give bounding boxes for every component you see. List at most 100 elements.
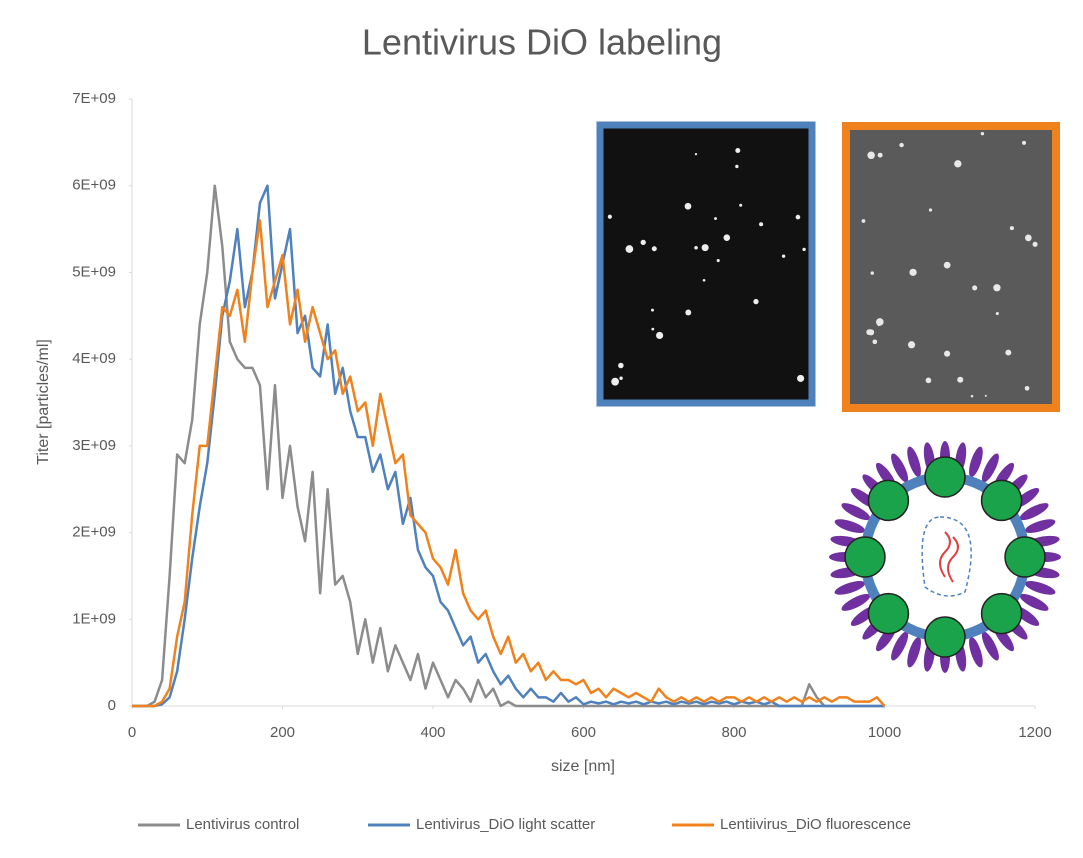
- particle: [735, 164, 739, 169]
- particle: [618, 362, 624, 369]
- x-tick-label: 600: [571, 724, 596, 741]
- lipid: [1024, 519, 1056, 533]
- particle: [1024, 234, 1032, 242]
- virus-diagram: [829, 441, 1061, 673]
- y-tick-label: 7E+09: [72, 90, 116, 107]
- particle: [607, 214, 612, 219]
- protein: [924, 616, 966, 658]
- protein: [980, 479, 1023, 522]
- particle: [972, 285, 978, 291]
- particle: [1022, 140, 1027, 145]
- particle: [870, 271, 874, 275]
- particle: [739, 203, 743, 207]
- particle: [944, 350, 951, 357]
- particle: [909, 268, 917, 276]
- lipid: [891, 453, 909, 483]
- particle: [694, 153, 698, 156]
- y-tick-label: 3E+09: [72, 437, 116, 454]
- lipid: [1019, 593, 1049, 611]
- particle: [795, 214, 801, 220]
- particle: [735, 148, 741, 154]
- lipid: [891, 631, 909, 661]
- particle: [802, 247, 806, 252]
- particle: [611, 377, 620, 386]
- lipid: [841, 503, 871, 521]
- y-tick-label: 1E+09: [72, 610, 116, 627]
- rna: [939, 531, 951, 578]
- particle: [1005, 349, 1012, 356]
- protein: [924, 456, 966, 498]
- x-tick-label: 200: [270, 724, 295, 741]
- lipid: [1019, 503, 1049, 521]
- particle: [619, 376, 623, 380]
- protein: [844, 536, 886, 578]
- particle: [877, 324, 880, 327]
- y-tick-label: 5E+09: [72, 263, 116, 280]
- micrograph-scatter: [596, 121, 816, 407]
- particle: [925, 377, 932, 384]
- particle: [694, 245, 698, 250]
- particle: [701, 244, 709, 252]
- particle: [1032, 241, 1038, 247]
- particle: [723, 234, 731, 241]
- particle: [702, 278, 706, 282]
- particle: [684, 202, 692, 210]
- particle: [861, 219, 866, 223]
- particle: [781, 254, 786, 258]
- particle: [656, 331, 664, 340]
- x-tick-label: 0: [128, 724, 136, 741]
- particle: [872, 339, 878, 345]
- chart-title: Lentivirus DiO labeling: [362, 22, 722, 63]
- particle: [877, 152, 883, 158]
- legend-label: Lentivirus control: [186, 816, 299, 833]
- lipid: [969, 636, 983, 668]
- x-axis-label: size [nm]: [551, 758, 615, 775]
- particle: [907, 341, 916, 349]
- particle: [625, 245, 634, 253]
- particle: [867, 151, 875, 160]
- particle: [651, 246, 657, 252]
- particle: [797, 374, 805, 382]
- particle: [1009, 226, 1014, 231]
- particle: [943, 261, 951, 269]
- lipid: [981, 453, 999, 483]
- lipid: [907, 636, 921, 668]
- particle: [993, 284, 1001, 292]
- y-tick-label: 4E+09: [72, 350, 116, 367]
- protein: [867, 479, 910, 522]
- series-line: [132, 184, 885, 708]
- particle: [640, 239, 646, 246]
- particle: [759, 222, 764, 227]
- particle: [995, 311, 999, 316]
- x-tick-label: 1200: [1018, 724, 1051, 741]
- particle: [957, 376, 964, 383]
- lipid: [1024, 581, 1056, 595]
- particle: [866, 329, 873, 336]
- particle: [716, 259, 720, 263]
- particle: [984, 394, 987, 397]
- y-tick-label: 0: [108, 697, 116, 714]
- lipid: [907, 446, 921, 478]
- particle: [928, 208, 933, 212]
- particle: [954, 160, 962, 168]
- legend-label: Lentiivirus_DiO fluorescence: [720, 816, 911, 833]
- protein: [867, 592, 910, 635]
- series-line: [132, 184, 885, 708]
- y-tick-label: 2E+09: [72, 524, 116, 541]
- lipid: [834, 581, 866, 595]
- particle: [980, 131, 985, 136]
- protein: [980, 592, 1023, 635]
- particle: [651, 308, 654, 312]
- micrograph-fluorescence: [842, 122, 1060, 412]
- legend-label: Lentivirus_DiO light scatter: [416, 816, 595, 833]
- y-axis-label: Titer [particles/ml]: [35, 339, 52, 465]
- particle: [651, 327, 655, 331]
- particle: [970, 394, 974, 398]
- lipid: [834, 519, 866, 533]
- y-tick-label: 6E+09: [72, 177, 116, 194]
- x-tick-label: 800: [721, 724, 746, 741]
- particle: [714, 217, 717, 221]
- lipid: [841, 593, 871, 611]
- rna: [947, 536, 959, 583]
